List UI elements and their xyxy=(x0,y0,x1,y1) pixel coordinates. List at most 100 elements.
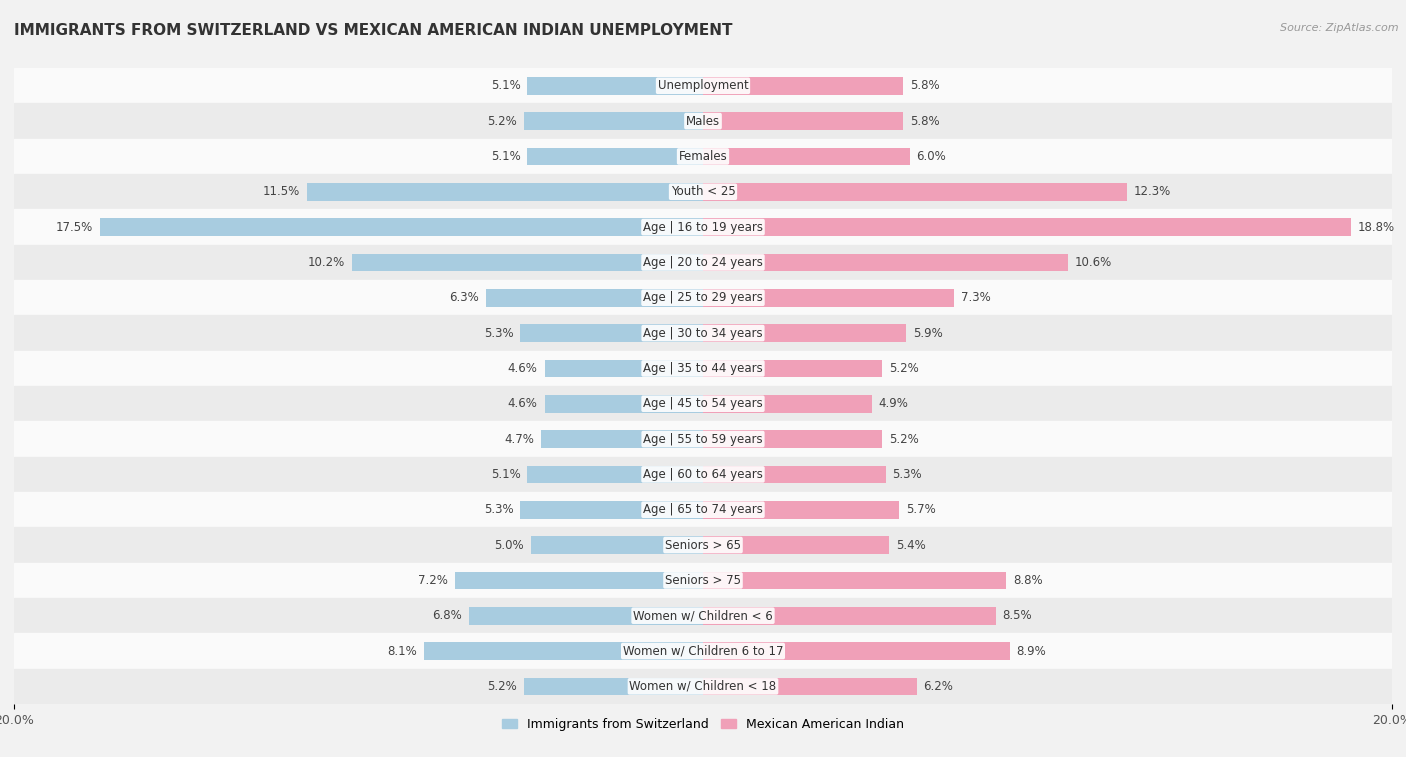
Bar xyxy=(703,360,882,377)
Text: 5.7%: 5.7% xyxy=(907,503,936,516)
Text: 5.1%: 5.1% xyxy=(491,79,520,92)
Bar xyxy=(703,572,1007,589)
Bar xyxy=(520,324,703,342)
Text: 7.3%: 7.3% xyxy=(962,291,991,304)
Bar xyxy=(524,678,703,695)
Bar xyxy=(531,536,703,554)
Text: 10.2%: 10.2% xyxy=(308,256,344,269)
Text: 5.1%: 5.1% xyxy=(491,468,520,481)
Text: 4.7%: 4.7% xyxy=(505,432,534,446)
Text: 6.0%: 6.0% xyxy=(917,150,946,163)
Bar xyxy=(14,634,1392,668)
Text: 5.3%: 5.3% xyxy=(893,468,922,481)
Text: 5.2%: 5.2% xyxy=(488,680,517,693)
Bar xyxy=(703,324,907,342)
Text: 5.8%: 5.8% xyxy=(910,79,939,92)
Bar xyxy=(14,174,1392,210)
Text: 6.3%: 6.3% xyxy=(450,291,479,304)
Bar xyxy=(14,386,1392,422)
Text: Age | 55 to 59 years: Age | 55 to 59 years xyxy=(643,432,763,446)
Bar xyxy=(703,536,889,554)
Text: Women w/ Children < 18: Women w/ Children < 18 xyxy=(630,680,776,693)
Bar xyxy=(14,316,1392,350)
Bar xyxy=(703,218,1351,236)
Bar xyxy=(703,466,886,483)
Bar xyxy=(14,280,1392,316)
Bar xyxy=(541,430,703,448)
Bar xyxy=(14,492,1392,528)
Bar xyxy=(703,430,882,448)
Bar xyxy=(703,254,1069,271)
Text: Age | 16 to 19 years: Age | 16 to 19 years xyxy=(643,220,763,234)
Text: Age | 45 to 54 years: Age | 45 to 54 years xyxy=(643,397,763,410)
Bar xyxy=(703,148,910,165)
Bar xyxy=(468,607,703,625)
Text: Age | 35 to 44 years: Age | 35 to 44 years xyxy=(643,362,763,375)
Text: Women w/ Children 6 to 17: Women w/ Children 6 to 17 xyxy=(623,644,783,658)
Bar xyxy=(703,112,903,130)
Bar xyxy=(703,289,955,307)
Bar xyxy=(527,466,703,483)
Text: 5.2%: 5.2% xyxy=(889,362,918,375)
Bar xyxy=(14,598,1392,634)
Bar xyxy=(703,642,1010,660)
Text: Seniors > 65: Seniors > 65 xyxy=(665,538,741,552)
Bar xyxy=(703,607,995,625)
Bar xyxy=(14,528,1392,562)
Bar xyxy=(520,501,703,519)
Text: 6.2%: 6.2% xyxy=(924,680,953,693)
Bar xyxy=(307,183,703,201)
Text: Age | 25 to 29 years: Age | 25 to 29 years xyxy=(643,291,763,304)
Text: 11.5%: 11.5% xyxy=(263,185,299,198)
Text: 4.6%: 4.6% xyxy=(508,397,537,410)
Bar xyxy=(352,254,703,271)
Text: 8.5%: 8.5% xyxy=(1002,609,1032,622)
Text: 7.2%: 7.2% xyxy=(418,574,449,587)
Bar xyxy=(14,422,1392,456)
Bar xyxy=(14,68,1392,104)
Bar xyxy=(486,289,703,307)
Text: 5.4%: 5.4% xyxy=(896,538,925,552)
Bar xyxy=(14,139,1392,174)
Bar xyxy=(703,77,903,95)
Bar xyxy=(14,562,1392,598)
Bar xyxy=(703,501,900,519)
Bar xyxy=(14,245,1392,280)
Text: Source: ZipAtlas.com: Source: ZipAtlas.com xyxy=(1281,23,1399,33)
Bar xyxy=(527,148,703,165)
Bar xyxy=(703,183,1126,201)
Text: Youth < 25: Youth < 25 xyxy=(671,185,735,198)
Bar xyxy=(425,642,703,660)
Text: 5.3%: 5.3% xyxy=(484,503,513,516)
Bar xyxy=(544,395,703,413)
Bar xyxy=(14,104,1392,139)
Text: 8.8%: 8.8% xyxy=(1012,574,1043,587)
Bar xyxy=(14,350,1392,386)
Bar xyxy=(527,77,703,95)
Text: Males: Males xyxy=(686,114,720,128)
Text: 8.9%: 8.9% xyxy=(1017,644,1046,658)
Text: 5.2%: 5.2% xyxy=(488,114,517,128)
Text: 4.9%: 4.9% xyxy=(879,397,908,410)
Text: Women w/ Children < 6: Women w/ Children < 6 xyxy=(633,609,773,622)
Text: 4.6%: 4.6% xyxy=(508,362,537,375)
Bar xyxy=(14,456,1392,492)
Text: Females: Females xyxy=(679,150,727,163)
Text: 10.6%: 10.6% xyxy=(1076,256,1112,269)
Text: 5.8%: 5.8% xyxy=(910,114,939,128)
Text: 5.9%: 5.9% xyxy=(912,326,943,340)
Bar xyxy=(703,395,872,413)
Text: 5.0%: 5.0% xyxy=(495,538,524,552)
Bar xyxy=(703,678,917,695)
Text: 17.5%: 17.5% xyxy=(56,220,93,234)
Text: Age | 20 to 24 years: Age | 20 to 24 years xyxy=(643,256,763,269)
Text: Seniors > 75: Seniors > 75 xyxy=(665,574,741,587)
Text: 8.1%: 8.1% xyxy=(387,644,418,658)
Text: 18.8%: 18.8% xyxy=(1358,220,1395,234)
Legend: Immigrants from Switzerland, Mexican American Indian: Immigrants from Switzerland, Mexican Ame… xyxy=(496,713,910,736)
Bar xyxy=(100,218,703,236)
Text: Unemployment: Unemployment xyxy=(658,79,748,92)
Bar xyxy=(456,572,703,589)
Bar xyxy=(524,112,703,130)
Text: 5.1%: 5.1% xyxy=(491,150,520,163)
